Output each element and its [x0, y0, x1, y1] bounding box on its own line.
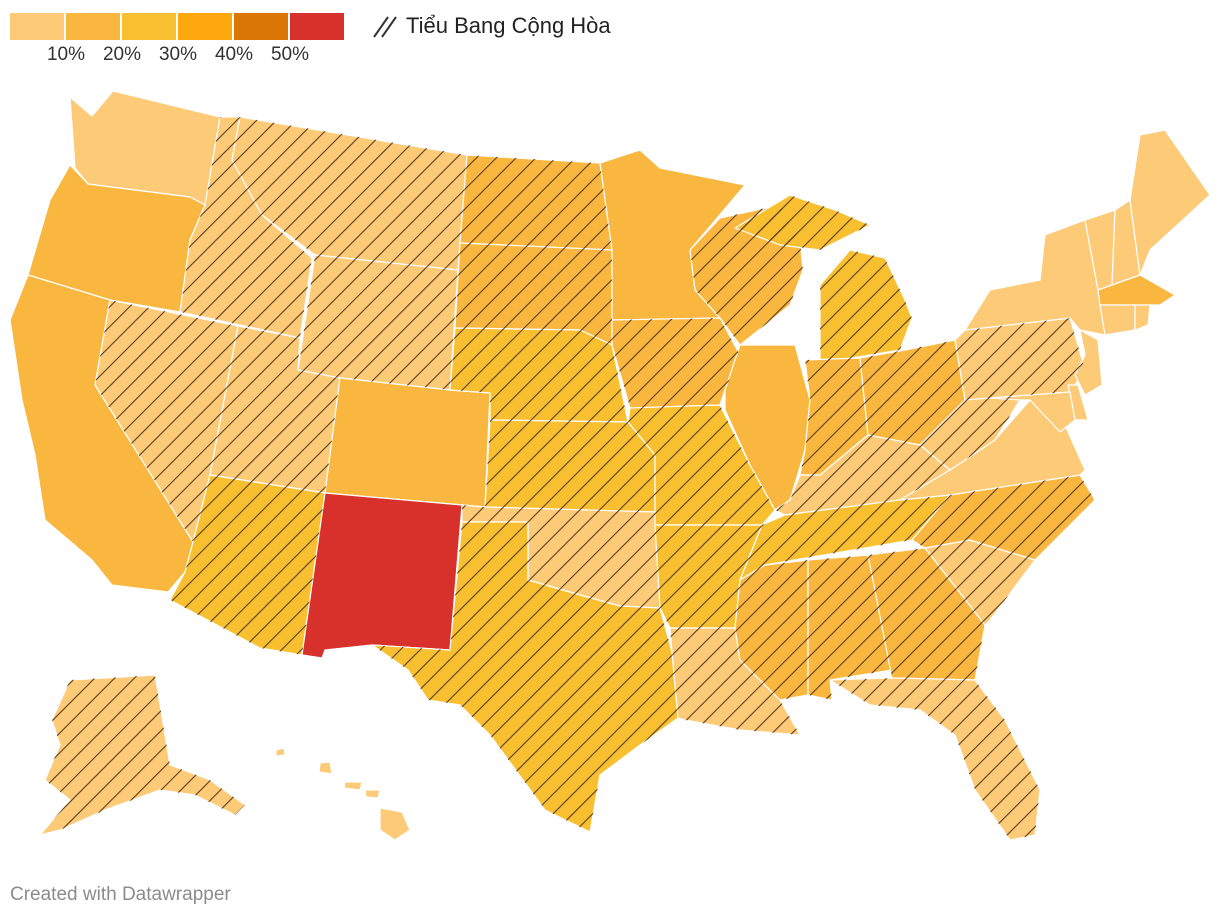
state-NM[interactable]: [301, 492, 463, 659]
legend-swatch-3: [178, 13, 232, 40]
legend-swatches: [10, 13, 346, 40]
legend-swatch-1: [66, 13, 120, 40]
hatch-swatch-icon: [373, 16, 397, 38]
legend-tick-label: 50%: [270, 44, 310, 65]
legend-tick-label: 20%: [102, 44, 142, 65]
state-AK[interactable]: [39, 674, 246, 836]
legend-swatch-5: [290, 13, 344, 40]
state-RI[interactable]: [1134, 304, 1151, 331]
state-ME[interactable]: [1129, 129, 1211, 276]
state-PA[interactable]: [954, 317, 1086, 401]
legend-swatch-4: [234, 13, 288, 40]
state-CT[interactable]: [1099, 304, 1136, 336]
legend-swatch-2: [122, 13, 176, 40]
state-CO[interactable]: [324, 377, 491, 508]
legend-tick-label: 30%: [158, 44, 198, 65]
state-KS[interactable]: [484, 419, 656, 513]
state-WY[interactable]: [297, 254, 459, 391]
hatch-legend: Tiểu Bang Cộng Hòa: [372, 13, 611, 39]
state-MA[interactable]: [1097, 274, 1176, 306]
credit-footer: Created with Datawrapper: [10, 884, 231, 905]
state-ND[interactable]: [459, 154, 613, 251]
hatch-legend-label: Tiểu Bang Cộng Hòa: [406, 13, 611, 38]
state-IA[interactable]: [611, 317, 741, 409]
legend-ticks: 10% 20% 30% 40% 50%: [10, 40, 346, 65]
color-legend: 10% 20% 30% 40% 50%: [10, 13, 346, 65]
legend-tick-label: 40%: [214, 44, 254, 65]
state-MI[interactable]: [819, 249, 913, 361]
legend-swatch-0: [10, 13, 64, 40]
state-HI[interactable]: [275, 747, 411, 841]
state-NY[interactable]: [964, 219, 1106, 336]
legend-tick-label: 10%: [46, 44, 86, 65]
state-FL[interactable]: [829, 677, 1041, 841]
